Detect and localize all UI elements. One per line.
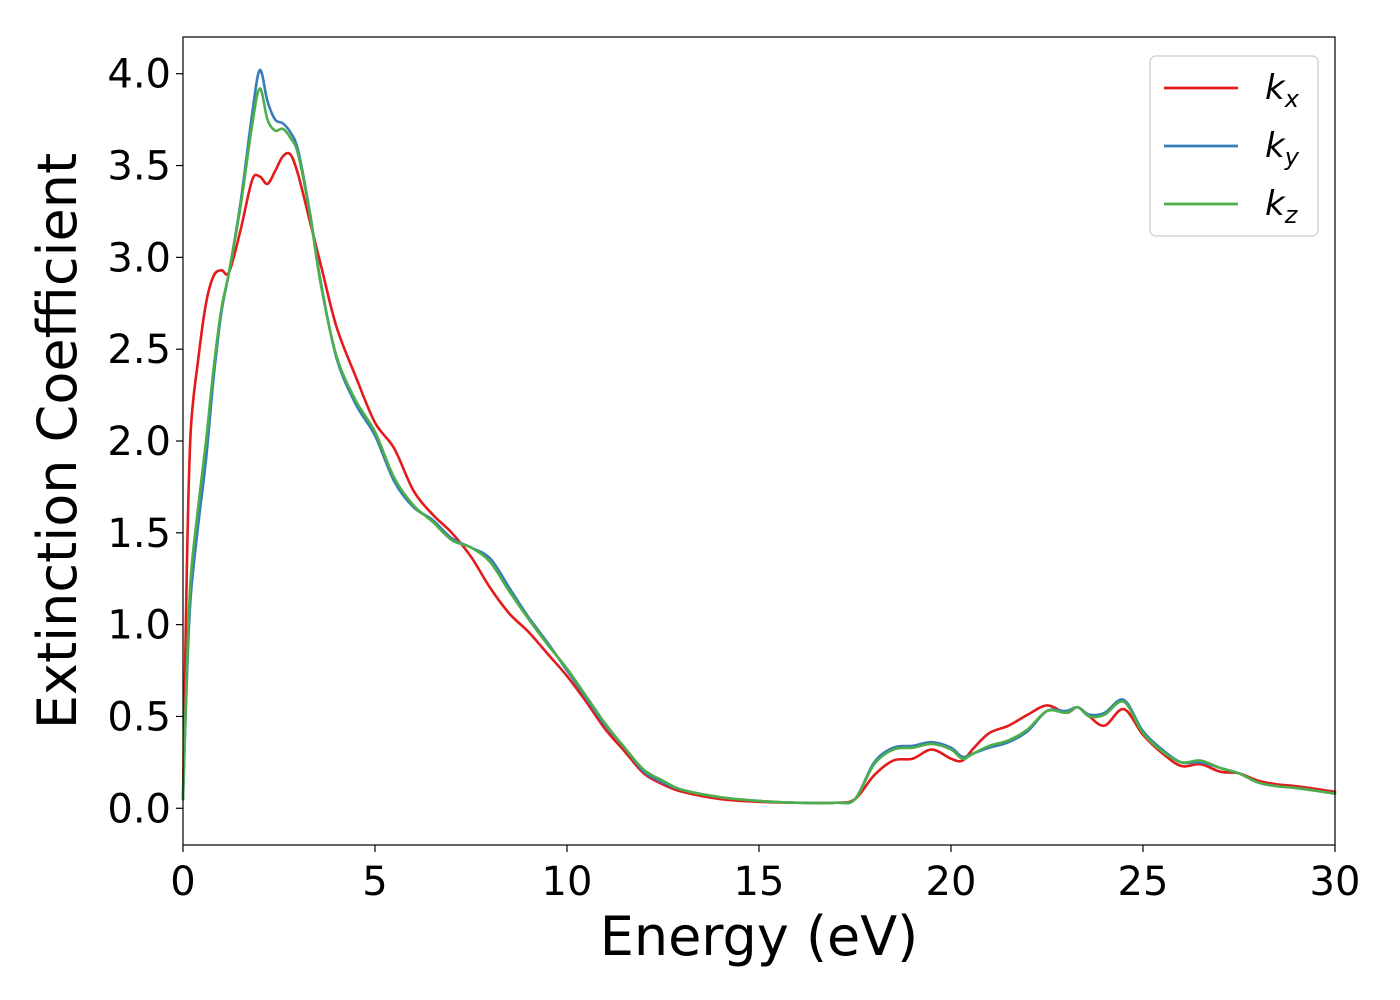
x-tick-label: 20	[926, 859, 977, 905]
y-tick-label: 1.0	[107, 603, 171, 649]
y-tick-label: 3.0	[107, 235, 171, 281]
legend-label-subscript: x	[1284, 85, 1300, 113]
legend-label-subscript: z	[1284, 201, 1299, 229]
y-tick-label: 3.5	[107, 144, 171, 190]
y-tick-label: 2.5	[107, 327, 171, 373]
y-tick-label: 1.5	[107, 511, 171, 557]
x-axis-title: Energy (eV)	[600, 905, 919, 968]
x-tick-label: 10	[542, 859, 593, 905]
legend-label-z: kz	[1265, 184, 1299, 229]
legend-label-base: k	[1265, 184, 1286, 224]
x-tick-label: 15	[734, 859, 785, 905]
x-tick-label: 25	[1118, 859, 1169, 905]
y-axis-title: Extinction Coefficient	[26, 153, 89, 729]
x-tick-label: 30	[1310, 859, 1361, 905]
y-tick-label: 0.0	[107, 786, 171, 832]
series-line-x	[181, 151, 1337, 805]
x-tick-label: 0	[170, 859, 195, 905]
x-axis-ticks: 0 5 10 15 20 25 30	[170, 845, 1360, 905]
y-axis-ticks: 0.0 0.5 1.0 1.5 2.0 2.5 3.0 3.5 4.0	[107, 52, 183, 832]
legend-label-subscript: y	[1284, 143, 1300, 171]
series-line-z	[181, 87, 1337, 805]
x-tick-label: 5	[362, 859, 387, 905]
legend-label-base: k	[1265, 68, 1286, 108]
y-tick-label: 2.0	[107, 419, 171, 465]
legend-label-base: k	[1265, 126, 1286, 166]
legend-label-y: ky	[1265, 126, 1300, 171]
legend-label-x: kx	[1265, 68, 1300, 113]
series-layer	[181, 68, 1337, 805]
y-tick-label: 0.5	[107, 694, 171, 740]
y-tick-label: 4.0	[107, 52, 171, 98]
